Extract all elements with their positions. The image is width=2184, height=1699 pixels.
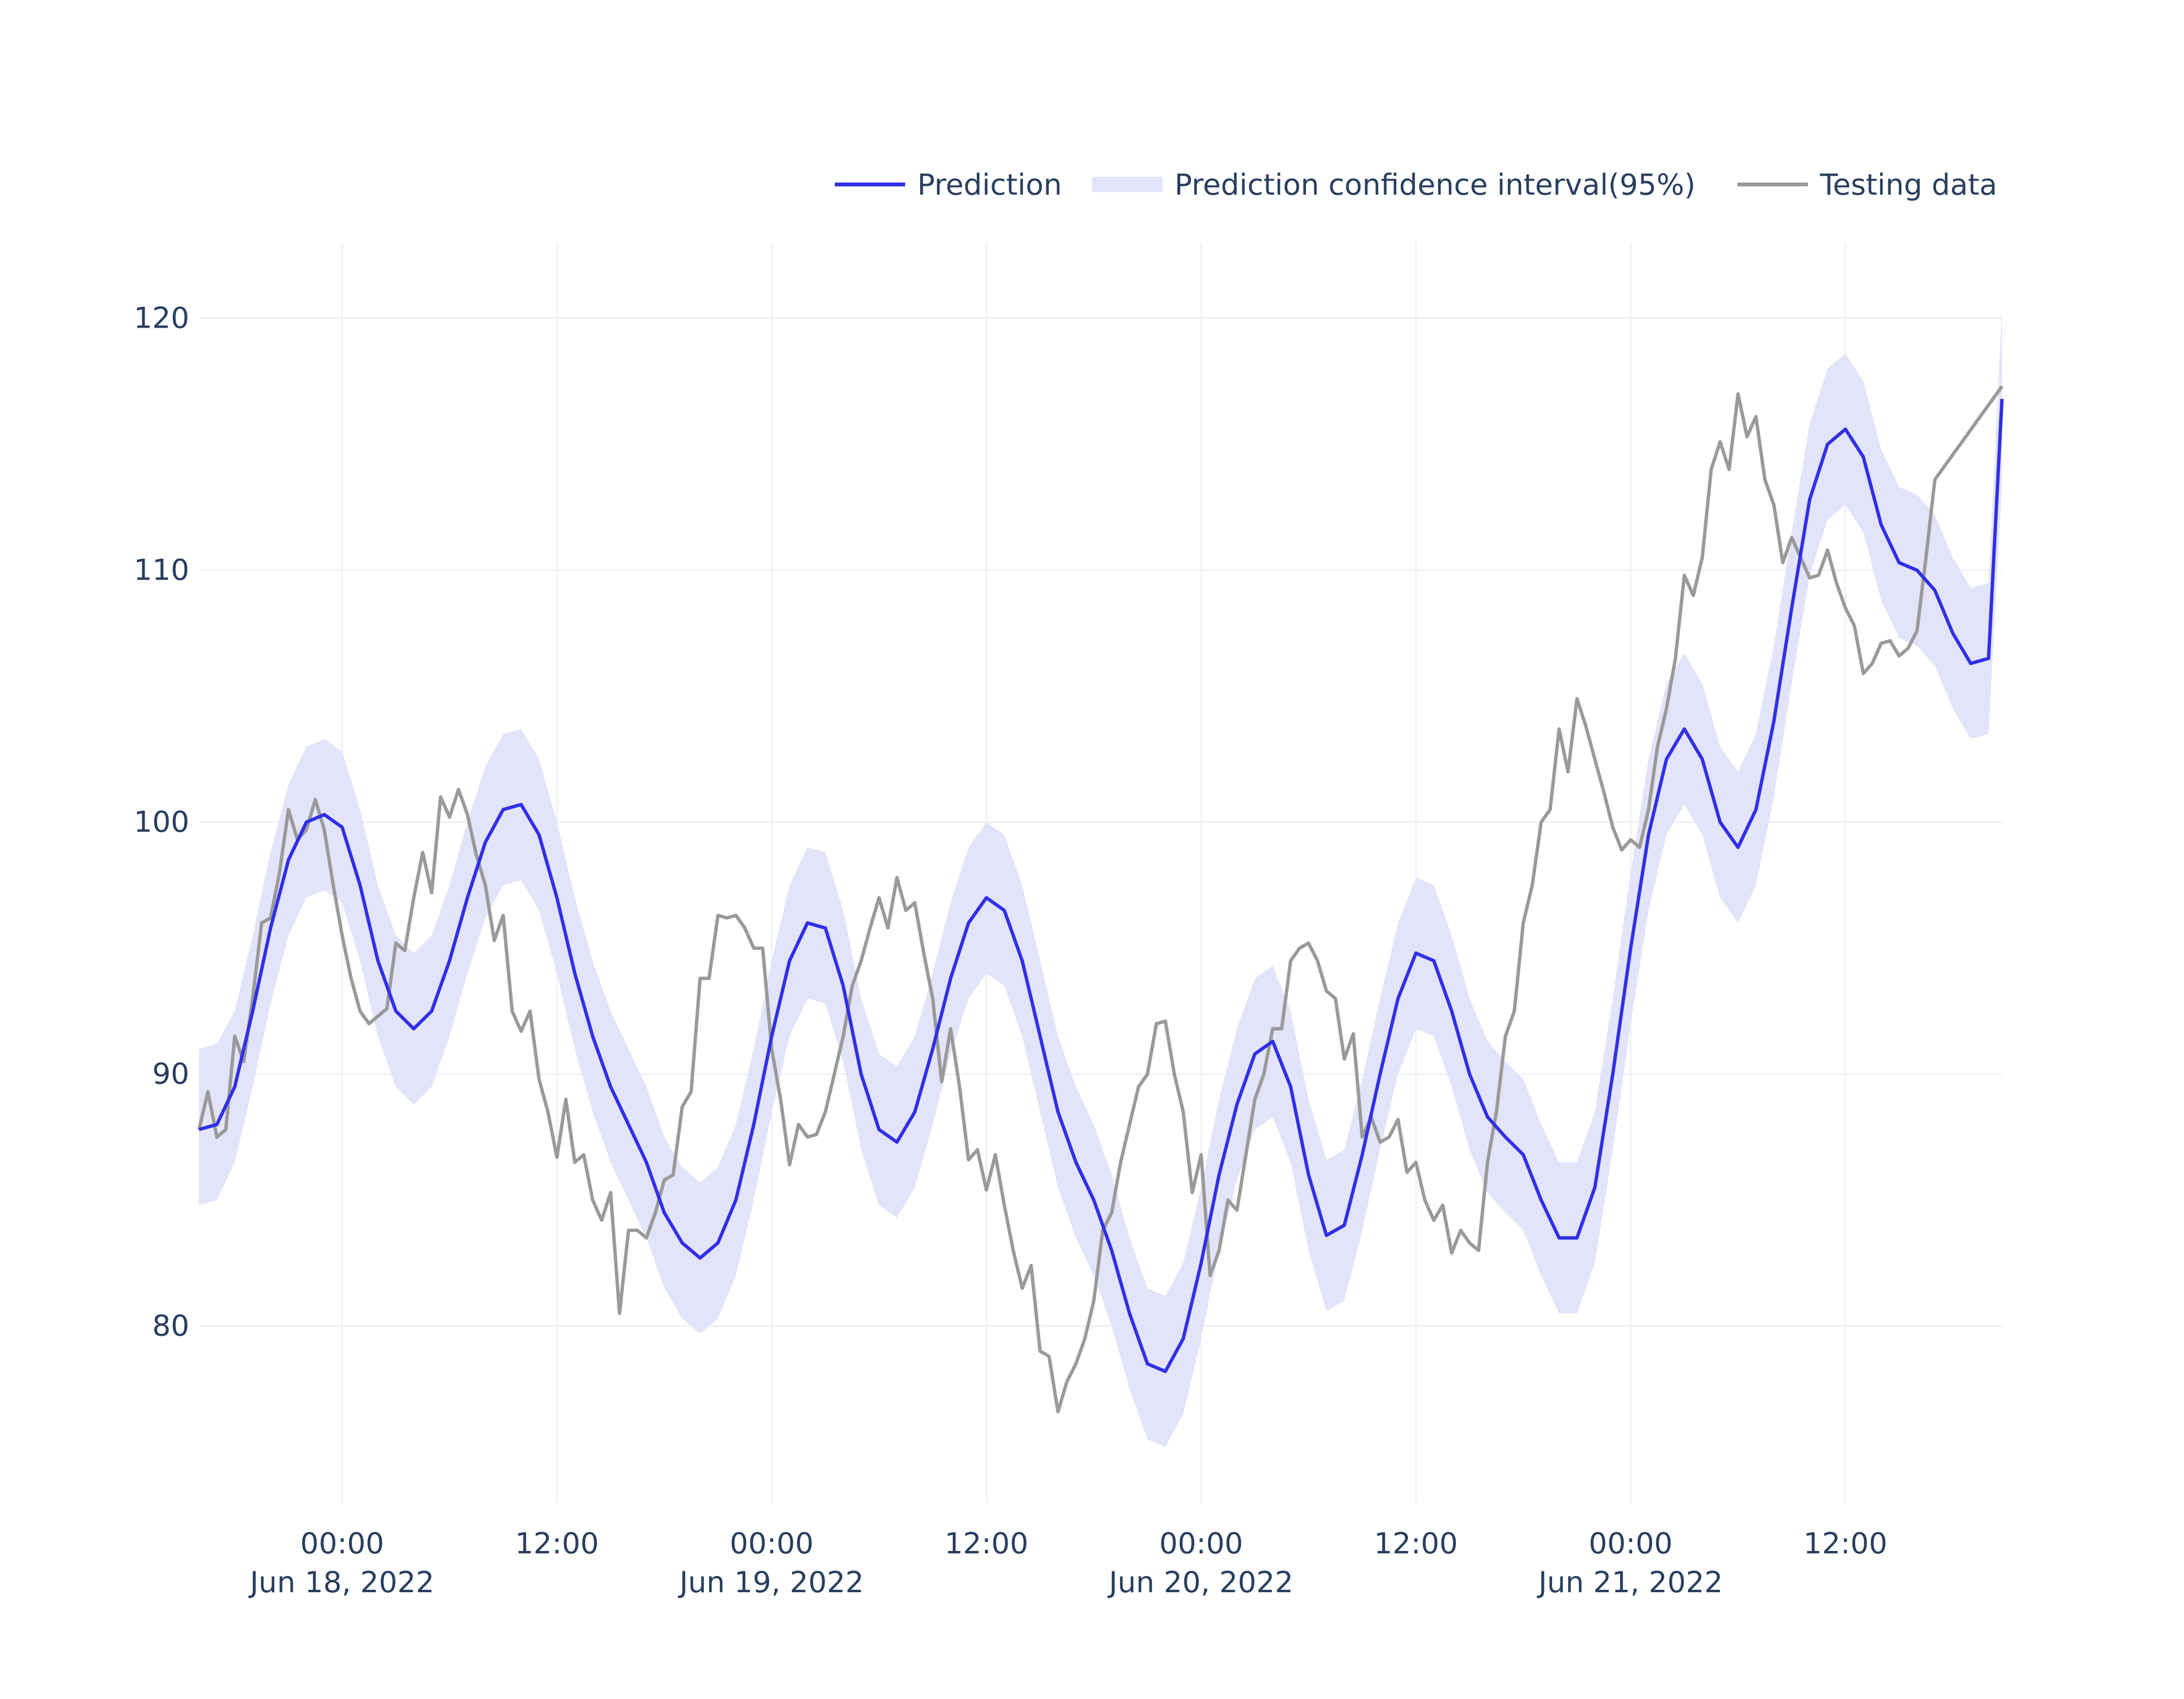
- x-tick-label: 12:00: [1803, 1527, 1887, 1561]
- x-tick-date-label: Jun 18, 2022: [248, 1566, 434, 1599]
- testing-data-line: [197, 385, 2003, 1414]
- legend[interactable]: Prediction Prediction confidence interval…: [835, 168, 1997, 202]
- legend-item-confidence-interval[interactable]: Prediction confidence interval(95%): [1092, 168, 1696, 202]
- prediction-line: [199, 399, 2004, 1373]
- legend-swatch-band: [1092, 177, 1162, 192]
- x-tick-label: 00:00: [1588, 1527, 1672, 1561]
- y-tick-label: 110: [133, 553, 189, 587]
- x-tick-label: 12:00: [1374, 1527, 1458, 1561]
- x-tick-label: 00:00: [729, 1527, 813, 1561]
- confidence-interval-band: [199, 311, 2002, 1447]
- x-tick-label: 12:00: [944, 1527, 1028, 1561]
- x-tick-date-label: Jun 20, 2022: [1107, 1566, 1293, 1599]
- y-axis: 80 90 100 110 120: [133, 301, 189, 1343]
- legend-item-testing-data[interactable]: Testing data: [1737, 168, 1997, 202]
- legend-label: Prediction: [917, 168, 1062, 202]
- y-tick-label: 80: [152, 1309, 189, 1343]
- x-tick-date-label: Jun 19, 2022: [678, 1566, 864, 1599]
- x-tick-label: 00:00: [300, 1527, 384, 1561]
- testing-data-layer: [197, 385, 2003, 1414]
- x-tick-label: 12:00: [515, 1527, 599, 1561]
- legend-label: Testing data: [1820, 168, 1997, 202]
- legend-label: Prediction confidence interval(95%): [1175, 168, 1696, 202]
- legend-item-prediction[interactable]: Prediction: [835, 168, 1062, 202]
- confidence-band-layer: [199, 311, 2002, 1447]
- y-tick-label: 100: [133, 805, 189, 839]
- y-tick-label: 120: [133, 301, 189, 335]
- y-tick-label: 90: [152, 1057, 189, 1091]
- prediction-line-layer: [199, 399, 2004, 1373]
- x-tick-label: 00:00: [1159, 1527, 1243, 1561]
- x-tick-date-label: Jun 21, 2022: [1537, 1566, 1723, 1599]
- x-axis: 00:00 Jun 18, 2022 12:00 00:00 Jun 19, 2022 1…: [248, 1527, 1887, 1599]
